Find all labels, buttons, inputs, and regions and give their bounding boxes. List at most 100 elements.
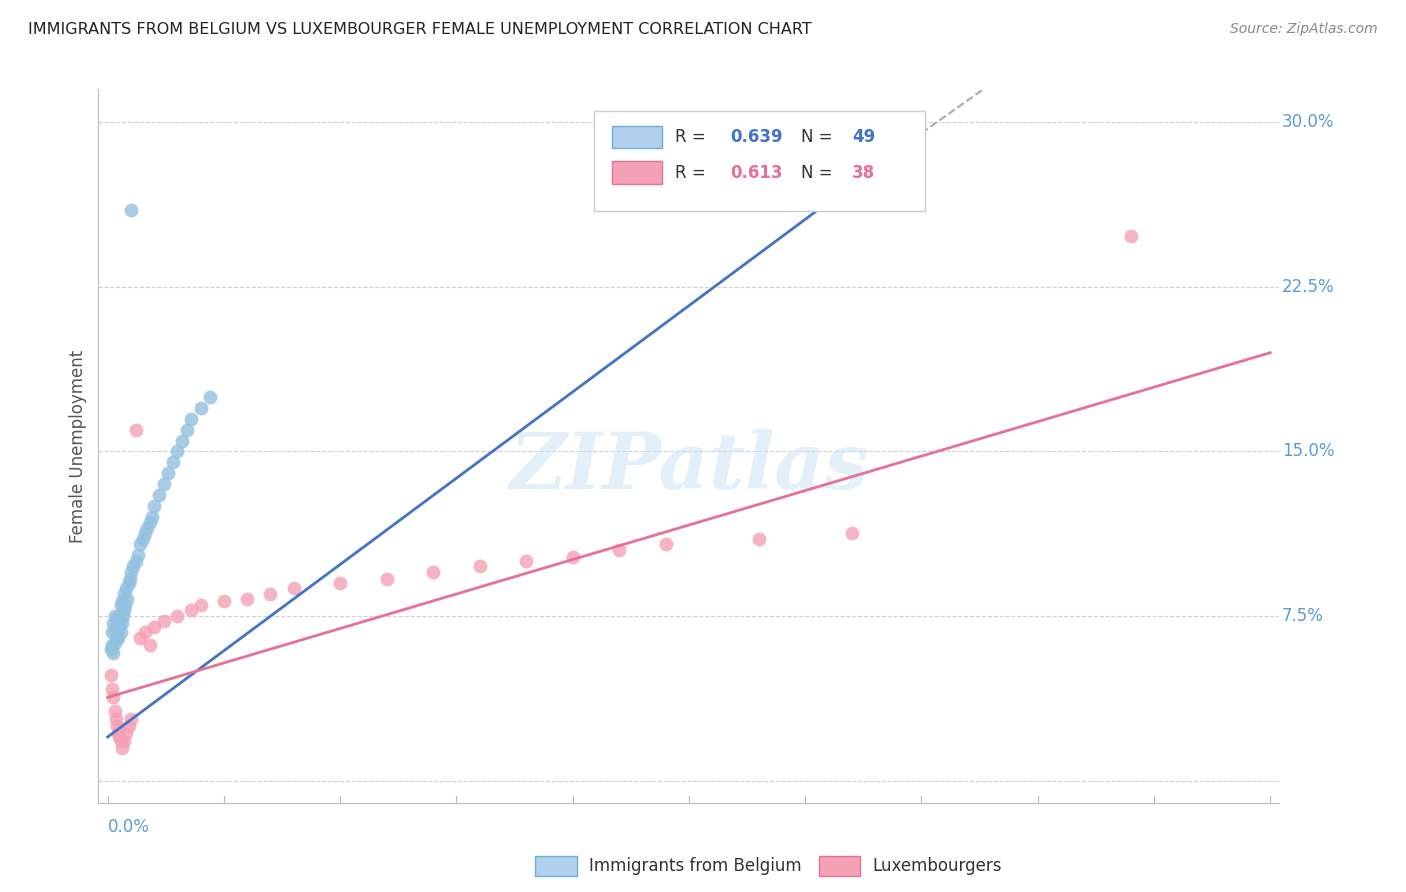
Point: [131, 533, 153, 547]
Point: [172, 434, 194, 448]
Point: [134, 525, 156, 540]
Point: [103, 647, 125, 661]
Point: [111, 615, 134, 630]
Point: [108, 609, 131, 624]
Point: [468, 558, 491, 573]
Point: [101, 624, 124, 639]
Point: [110, 734, 132, 748]
Point: [107, 631, 129, 645]
Point: [120, 202, 142, 217]
Text: 15.0%: 15.0%: [1282, 442, 1334, 460]
Point: [103, 615, 125, 630]
Point: [141, 510, 163, 524]
Point: [110, 624, 132, 639]
Text: Luxembourgers: Luxembourgers: [872, 857, 1001, 875]
Point: [176, 423, 198, 437]
Point: [607, 543, 630, 558]
Text: 38: 38: [852, 164, 875, 182]
Point: [108, 620, 131, 634]
Point: [112, 587, 135, 601]
Point: [108, 730, 131, 744]
Point: [117, 719, 139, 733]
Point: [136, 521, 159, 535]
Point: [180, 411, 202, 425]
Point: [115, 725, 138, 739]
Point: [111, 594, 134, 608]
Point: [152, 477, 174, 491]
Point: [148, 488, 170, 502]
Y-axis label: Female Unemployment: Female Unemployment: [69, 350, 87, 542]
Point: [1119, 229, 1142, 244]
Point: [841, 525, 863, 540]
Point: [101, 681, 124, 696]
Point: [100, 642, 122, 657]
Text: 7.5%: 7.5%: [1282, 607, 1323, 625]
Point: [104, 704, 127, 718]
Point: [115, 581, 138, 595]
FancyBboxPatch shape: [818, 856, 860, 876]
Point: [112, 734, 135, 748]
Point: [105, 719, 128, 733]
Point: [190, 401, 212, 415]
Text: R =: R =: [675, 164, 706, 182]
Point: [654, 537, 676, 551]
Point: [105, 624, 128, 639]
Point: [111, 740, 134, 755]
Point: [120, 712, 142, 726]
Point: [152, 614, 174, 628]
Point: [107, 725, 129, 739]
Point: [180, 602, 202, 616]
Text: Immigrants from Belgium: Immigrants from Belgium: [589, 857, 801, 875]
Point: [112, 602, 135, 616]
Point: [515, 554, 537, 568]
Point: [143, 500, 166, 514]
Point: [329, 576, 352, 591]
Point: [105, 611, 128, 625]
Point: [138, 638, 160, 652]
Point: [375, 572, 398, 586]
Point: [117, 576, 139, 591]
Point: [259, 587, 281, 601]
Text: 30.0%: 30.0%: [1282, 113, 1334, 131]
Point: [101, 638, 124, 652]
Text: 49: 49: [852, 128, 875, 146]
FancyBboxPatch shape: [612, 126, 662, 148]
Point: [166, 444, 188, 458]
Point: [748, 533, 770, 547]
Point: [422, 566, 444, 580]
Text: IMMIGRANTS FROM BELGIUM VS LUXEMBOURGER FEMALE UNEMPLOYMENT CORRELATION CHART: IMMIGRANTS FROM BELGIUM VS LUXEMBOURGER …: [28, 22, 811, 37]
Point: [117, 591, 139, 606]
Point: [162, 455, 184, 469]
Point: [236, 591, 259, 606]
Point: [105, 620, 128, 634]
Text: ZIPatlas: ZIPatlas: [509, 429, 869, 506]
Point: [107, 615, 129, 630]
Text: 0.639: 0.639: [730, 128, 783, 146]
Point: [103, 690, 125, 705]
Point: [110, 598, 132, 612]
FancyBboxPatch shape: [612, 161, 662, 184]
Point: [122, 558, 145, 573]
Text: 0.613: 0.613: [730, 164, 783, 182]
Text: 22.5%: 22.5%: [1282, 277, 1334, 296]
Text: R =: R =: [675, 128, 706, 146]
Text: 0.0%: 0.0%: [108, 819, 149, 837]
Point: [124, 554, 146, 568]
Point: [212, 594, 235, 608]
Point: [561, 549, 583, 564]
Point: [129, 631, 152, 645]
Point: [190, 598, 212, 612]
Point: [104, 635, 127, 649]
Point: [105, 631, 128, 645]
Point: [105, 712, 128, 726]
Point: [104, 609, 127, 624]
Point: [283, 581, 305, 595]
Point: [129, 537, 152, 551]
Point: [100, 668, 122, 682]
Text: N =: N =: [801, 164, 832, 182]
Point: [138, 515, 160, 529]
Point: [120, 566, 142, 580]
Point: [166, 609, 188, 624]
Point: [157, 467, 180, 481]
Point: [124, 423, 146, 437]
